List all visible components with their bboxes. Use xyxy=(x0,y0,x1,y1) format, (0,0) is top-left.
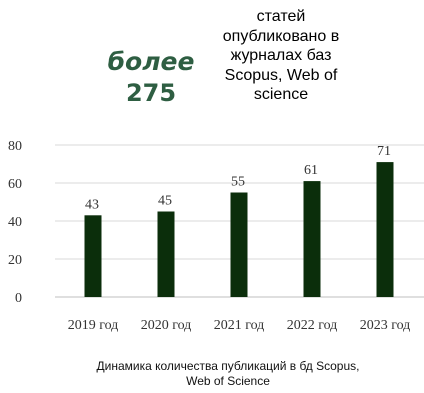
x-category-label: 2020 год xyxy=(141,318,192,333)
y-axis-ticks: 0 20 40 60 80 xyxy=(8,139,22,306)
data-label: 61 xyxy=(304,163,318,178)
y-tick-label: 40 xyxy=(8,215,22,230)
data-label: 71 xyxy=(377,144,391,159)
publications-total-highlight: более 275 xyxy=(96,46,206,109)
total-description: статей опубликовано в журналах баз Scopu… xyxy=(222,8,340,104)
data-label: 43 xyxy=(85,197,99,212)
x-axis-categories: 2019 год 2020 год 2021 год 2022 год 2023 год xyxy=(68,318,411,333)
data-label: 45 xyxy=(158,194,172,209)
y-tick-label: 20 xyxy=(8,253,22,268)
x-category-label: 2021 год xyxy=(214,318,265,333)
y-tick-label: 0 xyxy=(15,291,22,306)
bar-2019-год xyxy=(84,215,102,297)
bar-2023-год xyxy=(376,162,394,297)
x-category-label: 2023 год xyxy=(360,318,411,333)
x-category-label: 2019 год xyxy=(68,318,119,333)
x-category-label: 2022 год xyxy=(287,318,338,333)
bar-2020-год xyxy=(157,211,175,297)
total-value: 275 xyxy=(125,79,177,107)
bars xyxy=(84,162,394,297)
y-tick-label: 80 xyxy=(8,139,22,154)
bar-2021-год xyxy=(230,192,248,297)
data-label: 55 xyxy=(231,175,245,190)
chart-caption: Динамика количества публикаций в бд Scop… xyxy=(96,359,360,388)
y-tick-label: 60 xyxy=(8,177,22,192)
bar-2022-год xyxy=(303,181,321,297)
total-prefix: более xyxy=(107,47,195,76)
value-labels: 43 45 55 61 71 xyxy=(85,144,391,212)
